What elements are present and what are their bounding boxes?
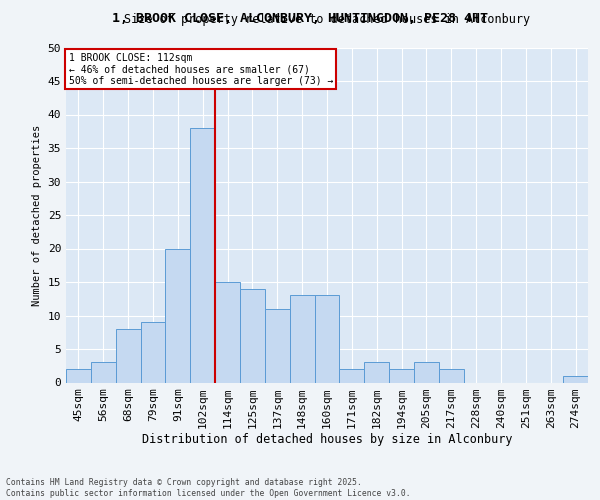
Text: 1, BROOK CLOSE, ALCONBURY, HUNTINGDON, PE28 4HT: 1, BROOK CLOSE, ALCONBURY, HUNTINGDON, P…	[112, 12, 488, 26]
Bar	[265, 309, 290, 382]
Bar	[91, 362, 116, 382]
Bar	[190, 128, 215, 382]
Text: Contains HM Land Registry data © Crown copyright and database right 2025.
Contai: Contains HM Land Registry data © Crown c…	[6, 478, 410, 498]
Bar	[166, 248, 190, 382]
Bar	[116, 329, 140, 382]
Bar	[140, 322, 166, 382]
Text: 1 BROOK CLOSE: 112sqm
← 46% of detached houses are smaller (67)
50% of semi-deta: 1 BROOK CLOSE: 112sqm ← 46% of detached …	[68, 52, 333, 86]
Bar	[314, 296, 340, 382]
X-axis label: Distribution of detached houses by size in Alconbury: Distribution of detached houses by size …	[142, 434, 512, 446]
Bar	[389, 369, 414, 382]
Bar	[439, 369, 464, 382]
Title: Size of property relative to detached houses in Alconbury: Size of property relative to detached ho…	[124, 12, 530, 26]
Bar	[290, 296, 314, 382]
Bar	[414, 362, 439, 382]
Bar	[240, 288, 265, 382]
Bar	[364, 362, 389, 382]
Y-axis label: Number of detached properties: Number of detached properties	[32, 124, 42, 306]
Bar	[563, 376, 588, 382]
Bar	[340, 369, 364, 382]
Bar	[66, 369, 91, 382]
Bar	[215, 282, 240, 382]
